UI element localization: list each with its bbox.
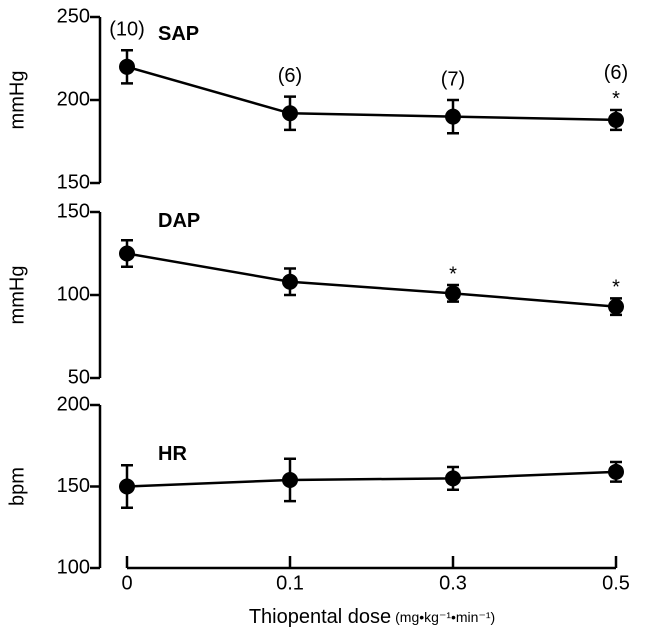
n-label: (10)	[109, 18, 145, 40]
data-point	[445, 285, 461, 302]
x-axis-title: Thiopental dose	[249, 606, 391, 628]
data-point	[119, 245, 135, 262]
panel-label: DAP	[158, 210, 200, 232]
data-point	[282, 471, 298, 488]
y-tick-label: 150	[57, 171, 90, 193]
n-label: (6)	[604, 62, 628, 84]
data-point	[608, 463, 624, 480]
series-line	[126, 470, 617, 488]
y-axis-label: mmHg	[6, 71, 28, 130]
panel-label: SAP	[158, 23, 199, 45]
data-point	[282, 273, 298, 290]
significance-mark: *	[612, 88, 620, 110]
n-label: (6)	[278, 65, 302, 87]
data-point	[445, 470, 461, 487]
data-point	[445, 108, 461, 125]
significance-mark: *	[612, 277, 620, 299]
y-tick-label: 200	[57, 393, 90, 415]
data-point	[119, 58, 135, 75]
y-tick-label: 150	[57, 200, 90, 222]
x-tick-label: 0.5	[602, 572, 630, 594]
data-point	[282, 105, 298, 122]
n-label: (7)	[441, 68, 465, 90]
y-axis-label: mmHg	[6, 266, 28, 325]
x-axis-label: Thiopental dose (mg•kg⁻¹•min⁻¹)	[249, 606, 495, 628]
y-tick-label: 50	[68, 366, 90, 388]
y-axis-label: bpm	[6, 467, 28, 506]
y-tick-label: 250	[57, 5, 90, 27]
x-tick-label: 0.3	[439, 572, 467, 594]
y-tick-label: 100	[57, 283, 90, 305]
series-line	[126, 252, 617, 308]
panel-label: HR	[158, 443, 187, 465]
x-tick-label: 0	[121, 572, 132, 594]
data-point	[119, 478, 135, 495]
data-point	[608, 111, 624, 128]
x-tick-label: 0.1	[276, 572, 304, 594]
significance-mark: *	[449, 263, 457, 285]
y-tick-label: 200	[57, 88, 90, 110]
y-tick-label: 150	[57, 475, 90, 497]
x-axis-unit: (mg•kg⁻¹•min⁻¹)	[395, 609, 495, 625]
data-point	[608, 298, 624, 315]
y-tick-label: 100	[57, 556, 90, 578]
series-line	[126, 65, 617, 122]
